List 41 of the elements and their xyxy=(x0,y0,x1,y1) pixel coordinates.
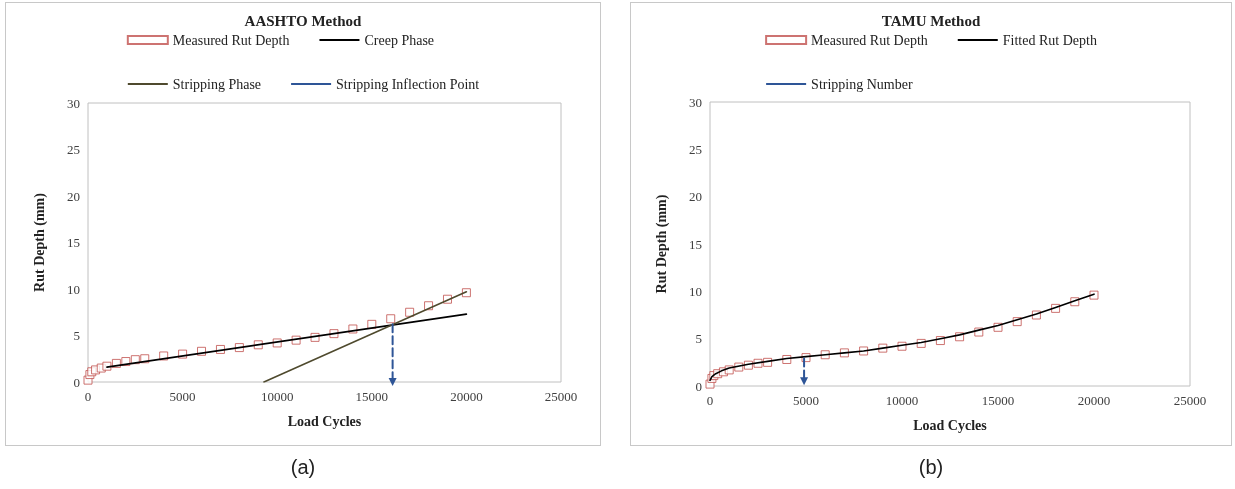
y-tick-label: 25 xyxy=(67,142,80,157)
x-tick-label: 5000 xyxy=(793,393,819,408)
legend-label: Creep Phase xyxy=(364,32,435,48)
y-tick-label: 0 xyxy=(695,378,702,394)
y-tick-label: 15 xyxy=(67,235,80,250)
legend-label: Measured Rut Depth xyxy=(172,32,290,48)
legend-label: Stripping Number xyxy=(811,76,913,92)
legend-label: Measured Rut Depth xyxy=(811,32,928,48)
y-axis-title: Rut Depth (mm) xyxy=(653,194,670,294)
legend-label: Fitted Rut Depth xyxy=(1002,32,1097,48)
x-tick-label: 10000 xyxy=(260,389,294,404)
x-tick-label: 15000 xyxy=(981,393,1015,408)
legend-label: Stripping Phase xyxy=(172,76,262,92)
x-axis-title: Load Cycles xyxy=(913,417,988,433)
x-tick-label: 25000 xyxy=(544,389,578,404)
y-tick-label: 15 xyxy=(689,236,702,252)
y-tick-label: 20 xyxy=(689,189,702,205)
text: (a) xyxy=(290,456,316,478)
x-tick-label: 5000 xyxy=(169,389,196,404)
chart-title: AASHTO Method xyxy=(244,12,363,29)
x-tick-label: 25000 xyxy=(1173,393,1207,408)
legend-label: Stripping Inflection Point xyxy=(336,76,480,92)
x-tick-label: 0 xyxy=(84,389,92,404)
y-tick-label: 25 xyxy=(689,141,702,157)
y-tick-label: 5 xyxy=(73,328,80,343)
y-tick-label: 10 xyxy=(67,281,80,297)
x-tick-label: 15000 xyxy=(355,389,389,404)
y-tick-label: 30 xyxy=(689,94,702,110)
y-tick-label: 20 xyxy=(67,188,80,204)
y-tick-label: 5 xyxy=(695,331,702,347)
chart-title: TAMU Method xyxy=(881,12,981,29)
y-tick-label: 30 xyxy=(67,95,80,111)
y-tick-label: 0 xyxy=(73,374,80,390)
x-tick-label: 20000 xyxy=(1077,393,1111,408)
x-tick-label: 0 xyxy=(706,393,714,408)
x-tick-label: 10000 xyxy=(885,393,919,408)
text: (b) xyxy=(918,456,944,478)
y-tick-label: 10 xyxy=(689,283,702,299)
y-axis-title: Rut Depth (mm) xyxy=(31,192,48,292)
x-tick-label: 20000 xyxy=(450,389,483,404)
x-axis-title: Load Cycles xyxy=(287,413,362,429)
